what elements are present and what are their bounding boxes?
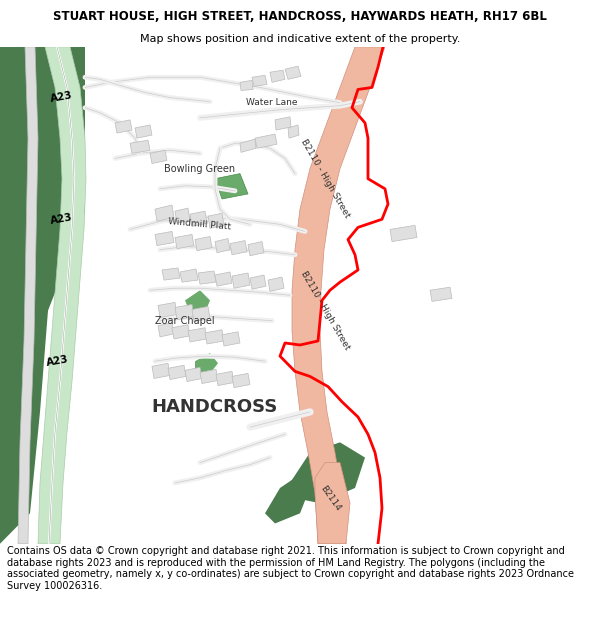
Polygon shape — [38, 47, 86, 544]
Polygon shape — [115, 120, 132, 133]
Polygon shape — [180, 269, 198, 282]
Polygon shape — [215, 272, 232, 286]
Polygon shape — [222, 332, 240, 346]
Polygon shape — [195, 353, 218, 373]
Polygon shape — [215, 174, 248, 199]
Polygon shape — [0, 47, 65, 544]
Polygon shape — [350, 483, 500, 544]
Polygon shape — [160, 47, 240, 88]
Polygon shape — [232, 373, 250, 388]
Polygon shape — [158, 322, 174, 337]
Polygon shape — [188, 328, 207, 342]
Polygon shape — [390, 226, 417, 242]
Polygon shape — [340, 452, 440, 508]
Polygon shape — [198, 271, 216, 284]
Polygon shape — [155, 205, 174, 221]
Polygon shape — [288, 125, 299, 138]
Text: B2110 - High Street: B2110 - High Street — [299, 138, 351, 220]
Polygon shape — [285, 66, 301, 79]
Polygon shape — [158, 302, 177, 318]
Polygon shape — [185, 368, 202, 381]
Polygon shape — [255, 134, 277, 148]
Polygon shape — [208, 213, 224, 228]
Polygon shape — [85, 47, 600, 544]
Polygon shape — [205, 330, 224, 344]
Polygon shape — [270, 70, 285, 82]
Polygon shape — [240, 139, 256, 152]
Text: Water Lane: Water Lane — [246, 98, 298, 107]
Polygon shape — [130, 140, 150, 153]
Text: STUART HOUSE, HIGH STREET, HANDCROSS, HAYWARDS HEATH, RH17 6BL: STUART HOUSE, HIGH STREET, HANDCROSS, HA… — [53, 10, 547, 23]
Polygon shape — [268, 277, 284, 291]
Text: Zoar Chapel: Zoar Chapel — [155, 316, 215, 326]
Polygon shape — [175, 304, 194, 319]
Polygon shape — [250, 275, 266, 289]
Polygon shape — [135, 125, 152, 138]
Polygon shape — [290, 442, 365, 503]
Text: B2114: B2114 — [318, 484, 342, 512]
Polygon shape — [292, 47, 385, 544]
Polygon shape — [172, 325, 190, 339]
Polygon shape — [232, 273, 250, 288]
Polygon shape — [162, 268, 180, 280]
Text: B2110 - High Street: B2110 - High Street — [299, 269, 351, 351]
Polygon shape — [240, 81, 253, 91]
Polygon shape — [320, 483, 440, 544]
Polygon shape — [420, 47, 600, 118]
Polygon shape — [420, 432, 500, 488]
Polygon shape — [150, 150, 167, 164]
Polygon shape — [155, 231, 174, 246]
Polygon shape — [315, 462, 350, 544]
Polygon shape — [175, 234, 194, 249]
Text: Contains OS data © Crown copyright and database right 2021. This information is : Contains OS data © Crown copyright and d… — [7, 546, 574, 591]
Text: A23: A23 — [50, 213, 74, 226]
Polygon shape — [230, 241, 247, 255]
Polygon shape — [0, 47, 120, 118]
Polygon shape — [190, 211, 207, 226]
Polygon shape — [185, 290, 210, 312]
Text: HANDCROSS: HANDCROSS — [152, 398, 278, 416]
Text: Windmill Platt: Windmill Platt — [168, 217, 232, 231]
Polygon shape — [152, 363, 170, 379]
Polygon shape — [215, 239, 230, 252]
Polygon shape — [252, 75, 267, 86]
Polygon shape — [200, 369, 218, 384]
Polygon shape — [0, 47, 115, 503]
Text: A23: A23 — [46, 354, 70, 368]
Polygon shape — [18, 47, 38, 544]
Polygon shape — [275, 117, 291, 130]
Polygon shape — [430, 288, 452, 301]
Text: Bowling Green: Bowling Green — [164, 164, 236, 174]
Polygon shape — [168, 365, 186, 379]
Polygon shape — [216, 371, 234, 386]
Polygon shape — [485, 260, 570, 321]
Polygon shape — [192, 306, 210, 322]
Text: Map shows position and indicative extent of the property.: Map shows position and indicative extent… — [140, 34, 460, 44]
Polygon shape — [265, 478, 310, 524]
Text: A23: A23 — [50, 91, 74, 104]
Polygon shape — [175, 208, 190, 223]
Polygon shape — [248, 242, 264, 256]
Polygon shape — [195, 236, 212, 251]
Polygon shape — [460, 47, 600, 199]
